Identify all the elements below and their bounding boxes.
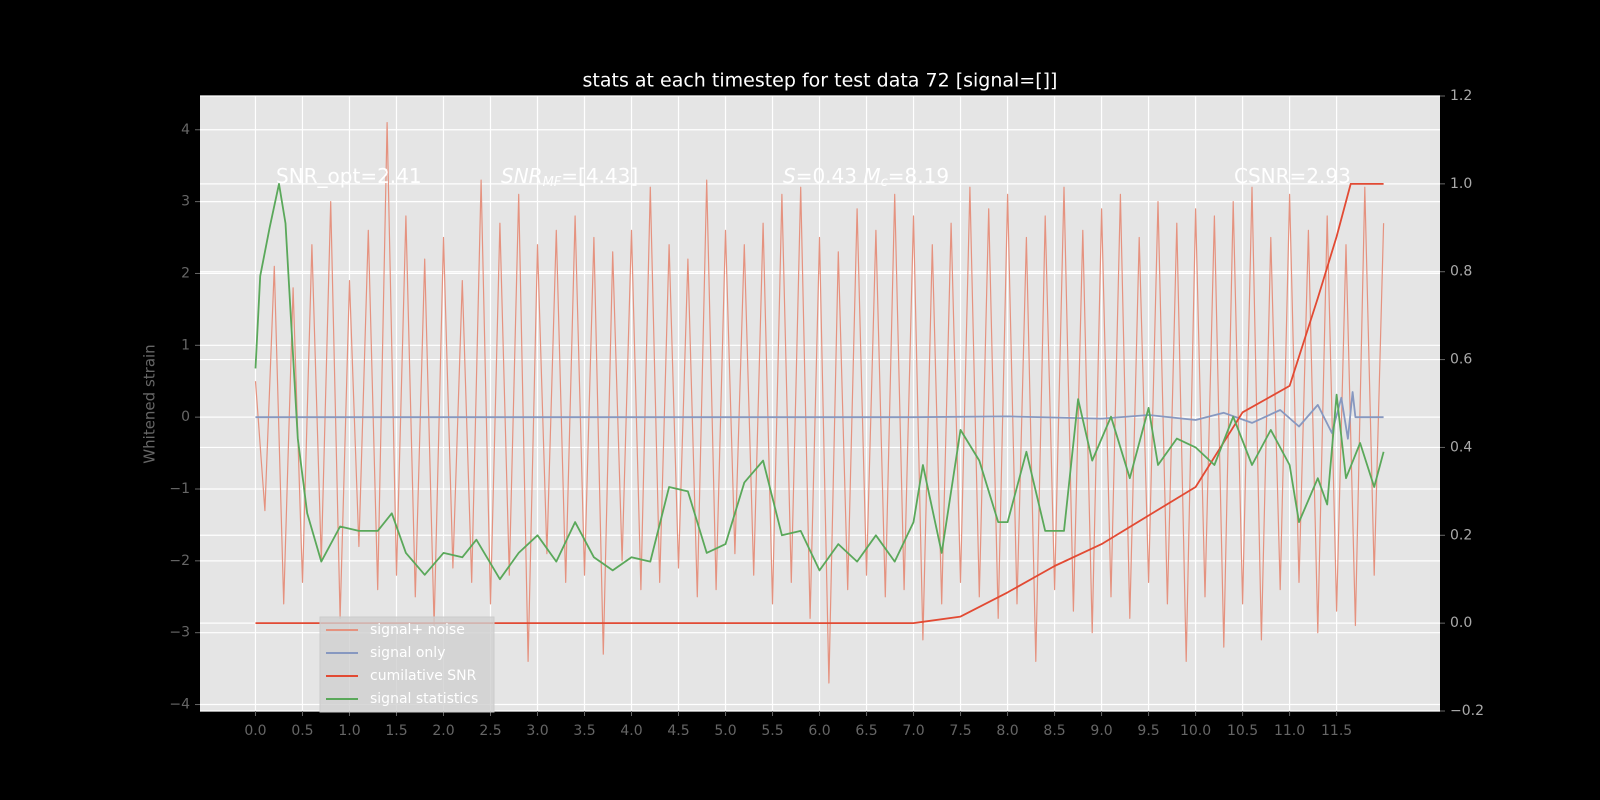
annotation-part: S <box>783 164 796 188</box>
legend-label: signal only <box>370 645 445 661</box>
x-tick-label: 10.5 <box>1227 723 1258 739</box>
x-tick-label: 9.5 <box>1137 723 1159 739</box>
x-tick-label: 9.0 <box>1090 723 1112 739</box>
x-tick-label: 0.0 <box>244 723 266 739</box>
annotation: S=0.43 Mc=8.19 <box>783 164 949 190</box>
chart-title: stats at each timestep for test data 72 … <box>583 70 1058 92</box>
annotation-part: M <box>863 164 880 188</box>
series-line <box>255 183 1384 624</box>
legend: signal+ noise signal only cumilative SNR si… <box>319 616 495 713</box>
y-tick-label: −3 <box>169 625 190 641</box>
y2-tick-label: 0.4 <box>1450 439 1472 455</box>
x-tick-label: 6.5 <box>855 723 877 739</box>
legend-label: cumilative SNR <box>370 668 477 684</box>
y2-tick-label: 0.8 <box>1450 264 1472 280</box>
y-tick-label: 4 <box>181 122 190 138</box>
y-tick-label: −1 <box>169 481 190 497</box>
y-axis-label: Whitened strain <box>141 344 159 463</box>
annotation-part: MF <box>543 175 562 190</box>
x-tick-label: 7.0 <box>902 723 924 739</box>
x-tick-label: 0.5 <box>291 723 313 739</box>
annotation-part: c <box>881 175 888 190</box>
x-tick-label: 4.0 <box>620 723 642 739</box>
series-line <box>254 122 1385 684</box>
x-tick-label: 11.5 <box>1321 723 1352 739</box>
y-tick-label: −4 <box>169 697 190 713</box>
y-tick-label: 3 <box>181 194 190 210</box>
series-line <box>255 391 1384 440</box>
x-tick-label: 10.0 <box>1180 723 1211 739</box>
x-tick-label: 1.5 <box>385 723 407 739</box>
x-tick-label: 3.0 <box>526 723 548 739</box>
x-tick-label: 2.5 <box>479 723 501 739</box>
x-tick-label: 5.0 <box>714 723 736 739</box>
y2-tick-label: 1.0 <box>1450 176 1472 192</box>
legend-box <box>319 616 495 713</box>
legend-label: signal statistics <box>370 691 478 707</box>
y-tick-label: 2 <box>181 265 190 281</box>
x-tick-label: 7.5 <box>949 723 971 739</box>
annotation-part: CSNR=2.93 <box>1234 164 1351 188</box>
annotation-part: SNR_opt=2.41 <box>276 164 422 188</box>
y2-tick-label: 0.6 <box>1450 352 1472 368</box>
annotation-part: =0.43 <box>796 164 864 188</box>
x-tick-label: 1.0 <box>338 723 360 739</box>
y2-tick-label: 0.0 <box>1450 615 1472 631</box>
y2-tick-label: 0.2 <box>1450 527 1472 543</box>
x-tick-label: 3.5 <box>573 723 595 739</box>
annotation-part: SNR <box>501 164 543 188</box>
x-tick-label: 8.5 <box>1043 723 1065 739</box>
annotation-part: =[4.43] <box>561 164 638 188</box>
annotation-part: =8.19 <box>888 164 949 188</box>
legend-label: signal+ noise <box>370 622 465 638</box>
annotation: SNRMF=[4.43] <box>501 164 638 190</box>
x-tick-label: 2.0 <box>432 723 454 739</box>
y2-tick-label: 1.2 <box>1450 88 1472 104</box>
x-tick-label: 11.0 <box>1274 723 1305 739</box>
x-tick-label: 8.0 <box>996 723 1018 739</box>
y2-tick-label: −0.2 <box>1450 703 1484 719</box>
x-tick-label: 4.5 <box>667 723 689 739</box>
annotation: CSNR=2.93 <box>1234 164 1351 188</box>
y-tick-label: 0 <box>181 409 190 425</box>
annotation: SNR_opt=2.41 <box>276 164 422 188</box>
x-tick-label: 5.5 <box>761 723 783 739</box>
y-tick-label: −2 <box>169 553 190 569</box>
series-line <box>254 183 1385 581</box>
y-tick-label: 1 <box>181 337 190 353</box>
x-tick-label: 6.0 <box>808 723 830 739</box>
